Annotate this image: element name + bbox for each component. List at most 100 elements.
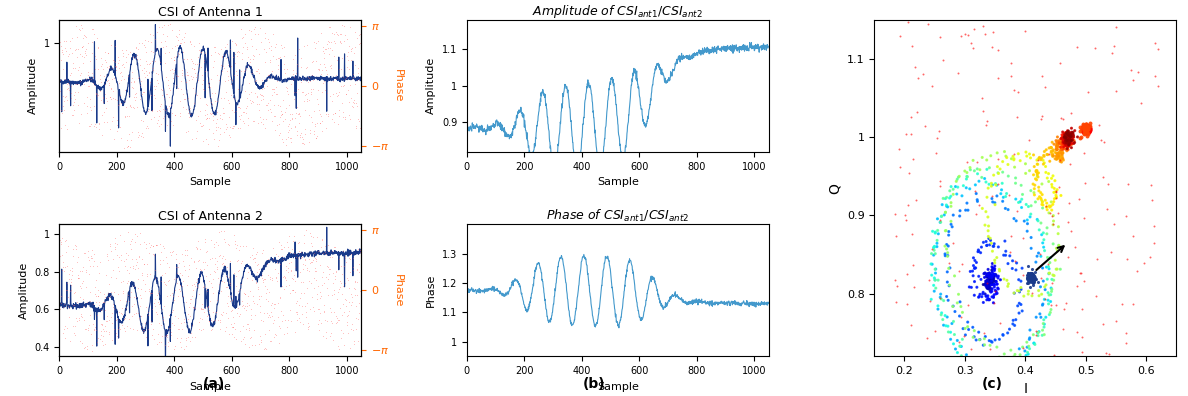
Point	[348, 90, 367, 96]
Point	[984, 265, 1003, 271]
Point	[1047, 153, 1066, 159]
Point	[1020, 277, 1040, 283]
Point	[185, 90, 204, 96]
Point	[975, 30, 994, 37]
Point	[1057, 133, 1076, 139]
Point	[232, 281, 251, 287]
Point	[991, 277, 1010, 283]
Point	[191, 95, 210, 101]
Point	[973, 371, 992, 377]
Point	[173, 103, 192, 110]
Point	[341, 46, 360, 52]
Point	[159, 85, 178, 91]
Point	[53, 66, 72, 72]
Point	[1026, 168, 1045, 175]
Point	[191, 305, 210, 311]
Point	[1051, 144, 1070, 150]
Point	[277, 136, 296, 142]
Point	[81, 104, 100, 110]
Point	[62, 50, 81, 56]
Point	[308, 321, 327, 327]
Point	[139, 250, 158, 256]
Point	[259, 36, 278, 42]
Point	[169, 293, 188, 299]
Point	[190, 291, 209, 297]
Point	[1022, 277, 1041, 283]
Point	[146, 70, 165, 76]
Point	[999, 192, 1018, 198]
Point	[1037, 200, 1056, 206]
Point	[1023, 290, 1042, 297]
Point	[86, 324, 105, 330]
Point	[950, 299, 969, 305]
Point	[1017, 272, 1036, 278]
Point	[255, 30, 274, 36]
Point	[337, 36, 356, 42]
Point	[86, 120, 105, 127]
Point	[64, 330, 83, 336]
Point	[992, 363, 1011, 369]
Point	[1145, 73, 1164, 80]
Point	[324, 286, 343, 293]
Point	[266, 275, 285, 282]
Point	[80, 123, 99, 129]
Point	[147, 120, 166, 126]
Point	[1018, 280, 1037, 286]
Point	[1050, 153, 1069, 159]
Point	[58, 324, 77, 331]
Point	[160, 67, 179, 73]
Point	[960, 362, 979, 368]
Point	[87, 124, 106, 130]
Point	[220, 242, 239, 248]
Point	[979, 377, 998, 384]
Point	[1149, 46, 1168, 52]
Point	[146, 242, 165, 248]
Point	[263, 277, 282, 283]
Point	[94, 333, 113, 339]
Point	[133, 133, 152, 140]
Point	[896, 211, 915, 218]
Point	[1045, 149, 1064, 156]
Point	[254, 310, 273, 316]
Point	[282, 124, 301, 131]
Point	[283, 115, 302, 122]
Point	[135, 281, 154, 287]
Point	[138, 326, 157, 332]
Point	[1054, 143, 1073, 150]
Point	[258, 297, 277, 304]
Point	[279, 244, 298, 250]
Point	[286, 70, 305, 76]
Point	[55, 301, 74, 307]
Point	[273, 136, 292, 142]
Point	[99, 294, 118, 301]
Point	[1040, 203, 1059, 209]
Point	[1060, 200, 1079, 206]
Point	[103, 320, 122, 327]
Point	[953, 309, 972, 316]
Point	[1057, 133, 1076, 140]
Point	[71, 313, 90, 319]
Point	[89, 299, 108, 305]
Point	[312, 118, 331, 124]
Point	[1037, 207, 1056, 213]
Point	[116, 298, 135, 305]
Point	[122, 236, 141, 242]
Point	[1144, 223, 1163, 229]
Point	[292, 254, 311, 260]
Point	[348, 267, 367, 274]
Point	[1055, 133, 1074, 140]
Point	[105, 75, 124, 82]
Point	[314, 50, 333, 56]
Point	[207, 308, 226, 315]
Point	[191, 306, 210, 312]
Point	[328, 92, 347, 98]
Point	[293, 140, 312, 147]
Point	[1076, 124, 1095, 130]
Point	[1041, 158, 1060, 164]
Point	[238, 303, 257, 309]
Point	[981, 277, 1000, 283]
Point	[99, 257, 118, 263]
Point	[255, 34, 274, 41]
Point	[257, 102, 276, 109]
Point	[118, 323, 137, 329]
